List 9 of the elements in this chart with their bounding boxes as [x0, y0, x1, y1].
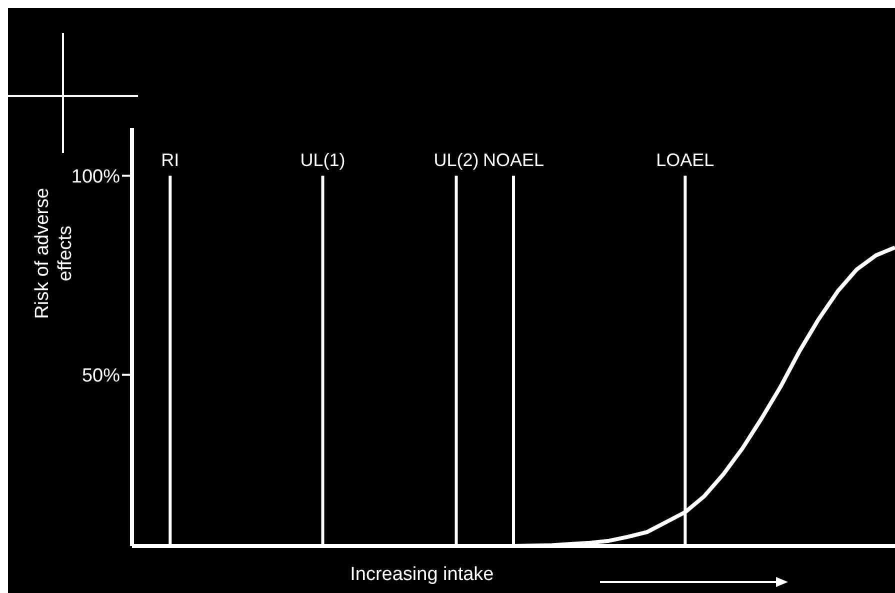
x-tick-label: LOAEL: [656, 150, 714, 170]
x-tick-label: UL(2): [434, 150, 479, 170]
y-axis-title: Risk of adverse effects: [32, 188, 76, 319]
x-tick-label: RI: [161, 150, 180, 170]
x-tick-label: NOAEL: [482, 150, 544, 170]
x-tick-label: UL(1): [300, 150, 346, 170]
y-tick-label: 100%: [71, 166, 120, 188]
y-tick-label: 50%: [82, 366, 120, 387]
x-axis-title: Increasing intake: [350, 564, 494, 585]
